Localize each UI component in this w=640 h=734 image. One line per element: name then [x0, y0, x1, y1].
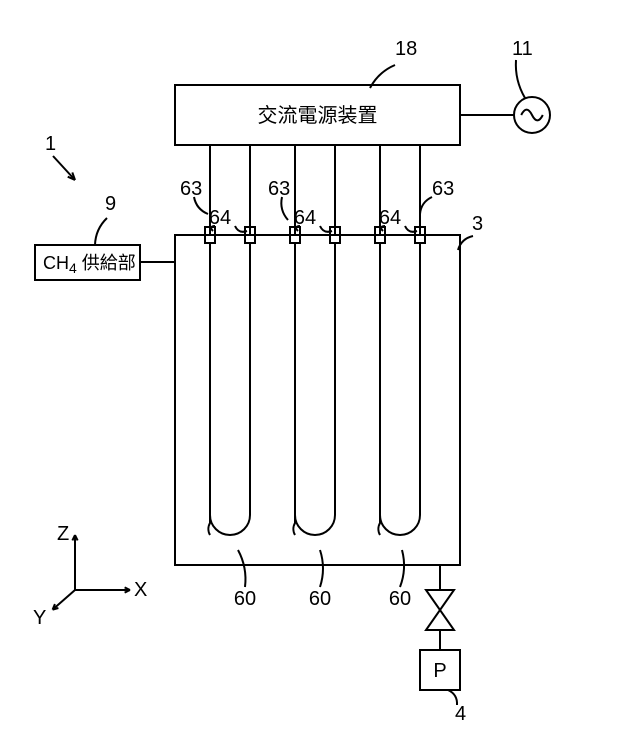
- ref-60: 60: [389, 588, 411, 610]
- ref-4: 4: [455, 703, 466, 725]
- supply-unit-label: CH4 供給部: [43, 253, 136, 276]
- ref-11: 11: [512, 38, 533, 60]
- supply-unit: CH4 供給部: [35, 245, 175, 280]
- pump-label: P: [433, 660, 446, 682]
- axis-label-y: Y: [33, 607, 46, 629]
- vessel: [175, 235, 460, 565]
- ref-3: 3: [472, 213, 483, 235]
- diagram-canvas: 1交流電源装置1811CH4 供給部93636363646464606060P4…: [0, 0, 640, 734]
- ref-60: 60: [234, 588, 256, 610]
- ref-18: 18: [395, 38, 417, 60]
- ref-63: 63: [268, 178, 290, 200]
- ref-63: 63: [180, 178, 202, 200]
- ac-source: [460, 97, 550, 133]
- power-unit-label: 交流電源装置: [258, 104, 378, 127]
- power-unit: 交流電源装置: [175, 85, 460, 145]
- ref-9: 9: [105, 193, 116, 215]
- axis-label-x: X: [134, 579, 147, 601]
- ref-63: 63: [432, 178, 454, 200]
- figure-ref-1: 1: [45, 133, 56, 155]
- axis-label-z: Z: [57, 523, 69, 545]
- ref-60: 60: [309, 588, 331, 610]
